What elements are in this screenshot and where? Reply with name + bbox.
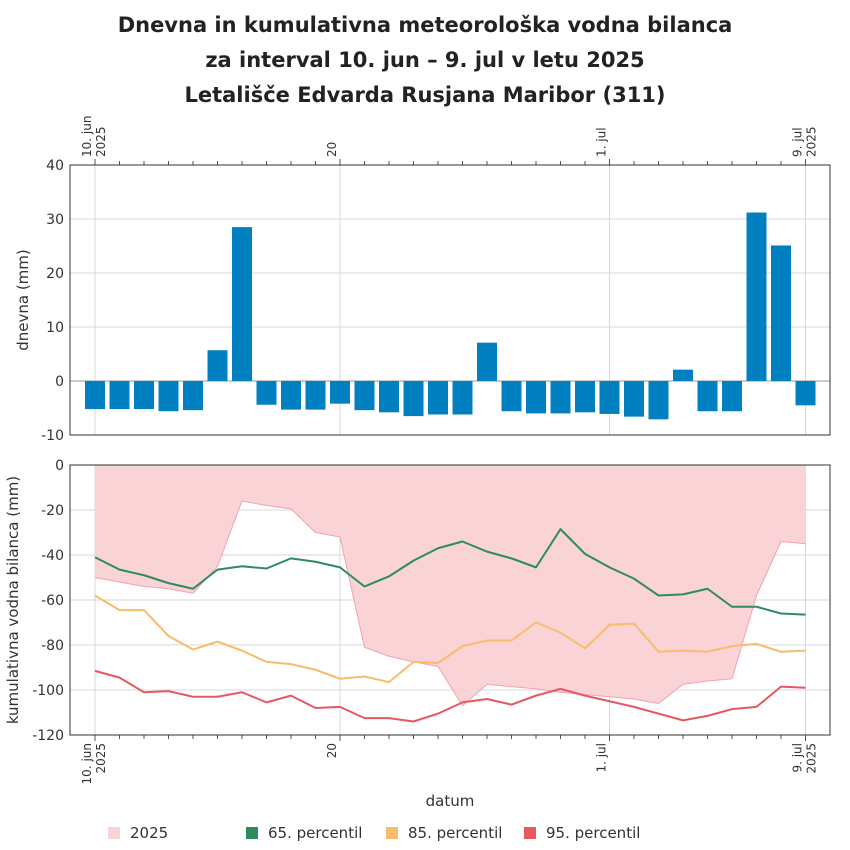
bar-2025-07-03	[648, 381, 669, 420]
line-65-percentil	[94, 528, 806, 616]
bottom-xtick-year: 2025	[805, 743, 819, 774]
legend-item-p65[interactable]: 65. percentil	[246, 824, 362, 842]
bar-2025-06-22	[379, 381, 399, 413]
legend-swatch-2025	[108, 827, 120, 839]
bottom-xtick-label: 9. jul	[791, 743, 805, 773]
title-line-1: Dnevna in kumulativna meteorološka vodna…	[117, 13, 733, 37]
bottom-ytick-label: -100	[32, 683, 64, 699]
bottom-ytick-label: -60	[41, 593, 64, 609]
bar-2025-06-13	[158, 381, 179, 412]
legend-item-p95[interactable]: 95. percentil	[524, 824, 640, 842]
bar-2025-07-09	[795, 381, 816, 406]
bottom-xtick-year: 2025	[94, 743, 108, 774]
bar-2025-06-24	[428, 381, 448, 415]
top-ytick-label: 10	[46, 320, 64, 336]
bottom-xtick-label: 10. jun	[80, 743, 94, 784]
bar-2025-06-30	[575, 381, 595, 413]
bar-2025-06-14	[183, 381, 203, 411]
bar-2025-06-10	[85, 381, 105, 410]
x-axis-label: datum	[426, 792, 475, 810]
top-y-axis-label: dnevna (mm)	[14, 249, 32, 351]
bar-2025-07-01	[599, 381, 620, 414]
bar-2025-07-02	[624, 381, 644, 417]
top-xtick-year: 2025	[805, 126, 819, 157]
area-2025	[95, 465, 806, 706]
top-xtick-label: 1. jul	[595, 127, 609, 157]
bottom-xtick-label: 20	[325, 743, 339, 758]
bar-2025-07-04	[673, 369, 693, 381]
top-xtick-label: 9. jul	[791, 127, 805, 157]
title-line-3: Letališče Edvarda Rusjana Maribor (311)	[184, 83, 666, 107]
bar-2025-06-21	[354, 381, 375, 411]
chart-title: Dnevna in kumulativna meteorološka vodna…	[0, 8, 850, 113]
bottom-plot-frame	[69, 464, 831, 736]
legend: 2025 65. percentil 85. percentil 95. per…	[0, 824, 850, 846]
top-ytick-label: -10	[41, 428, 64, 444]
bar-2025-07-08	[771, 245, 791, 381]
legend-swatch-p65	[246, 827, 258, 839]
top-plot-frame	[69, 164, 831, 436]
top-ytick-label: 0	[55, 374, 64, 390]
bar-2025-06-11	[109, 381, 130, 410]
top-ytick-label: 30	[46, 212, 64, 228]
bar-2025-06-16	[232, 227, 252, 381]
bottom-ytick-label: -80	[41, 638, 64, 654]
bar-2025-06-17	[256, 381, 277, 405]
bar-2025-06-26	[477, 342, 497, 381]
bar-2025-06-15	[207, 350, 228, 381]
bottom-y-axis-label: kumulativna vodna bilanca (mm)	[4, 476, 22, 724]
line-95-percentil	[94, 669, 806, 723]
bottom-xtick-label: 1. jul	[595, 743, 609, 773]
bottom-ytick-label: -120	[32, 728, 64, 744]
top-xtick-label: 20	[325, 142, 339, 157]
bar-2025-06-23	[403, 381, 424, 417]
bar-2025-06-19	[305, 381, 326, 410]
bar-2025-07-07	[746, 212, 767, 381]
legend-label-p85: 85. percentil	[408, 824, 503, 842]
legend-item-p85[interactable]: 85. percentil	[386, 824, 502, 842]
legend-swatch-p95	[524, 827, 536, 839]
bottom-ytick-label: -40	[41, 548, 64, 564]
bar-2025-06-27	[501, 381, 522, 412]
legend-item-2025[interactable]: 2025	[108, 824, 168, 842]
top-xtick-label: 10. jun	[80, 116, 94, 157]
bar-2025-06-28	[526, 381, 546, 414]
bar-2025-07-06	[722, 381, 742, 412]
top-ytick-label: 20	[46, 266, 64, 282]
legend-label-p95: 95. percentil	[546, 824, 641, 842]
legend-swatch-p85	[386, 827, 398, 839]
title-line-2: za interval 10. jun – 9. jul v letu 2025	[205, 48, 645, 72]
bar-2025-06-18	[281, 381, 301, 410]
bottom-ytick-label: -20	[41, 503, 64, 519]
bar-2025-07-05	[697, 381, 718, 412]
top-xtick-year: 2025	[94, 126, 108, 157]
line-2025	[94, 500, 806, 707]
bar-2025-06-29	[550, 381, 571, 414]
bar-2025-06-25	[452, 381, 473, 415]
legend-label-p65: 65. percentil	[268, 824, 363, 842]
legend-label-2025: 2025	[130, 824, 169, 842]
bar-2025-06-20	[330, 381, 350, 404]
line-85-percentil	[94, 594, 806, 684]
top-ytick-label: 40	[46, 158, 64, 174]
bar-2025-06-12	[134, 381, 154, 410]
bottom-ytick-label: 0	[55, 458, 64, 474]
